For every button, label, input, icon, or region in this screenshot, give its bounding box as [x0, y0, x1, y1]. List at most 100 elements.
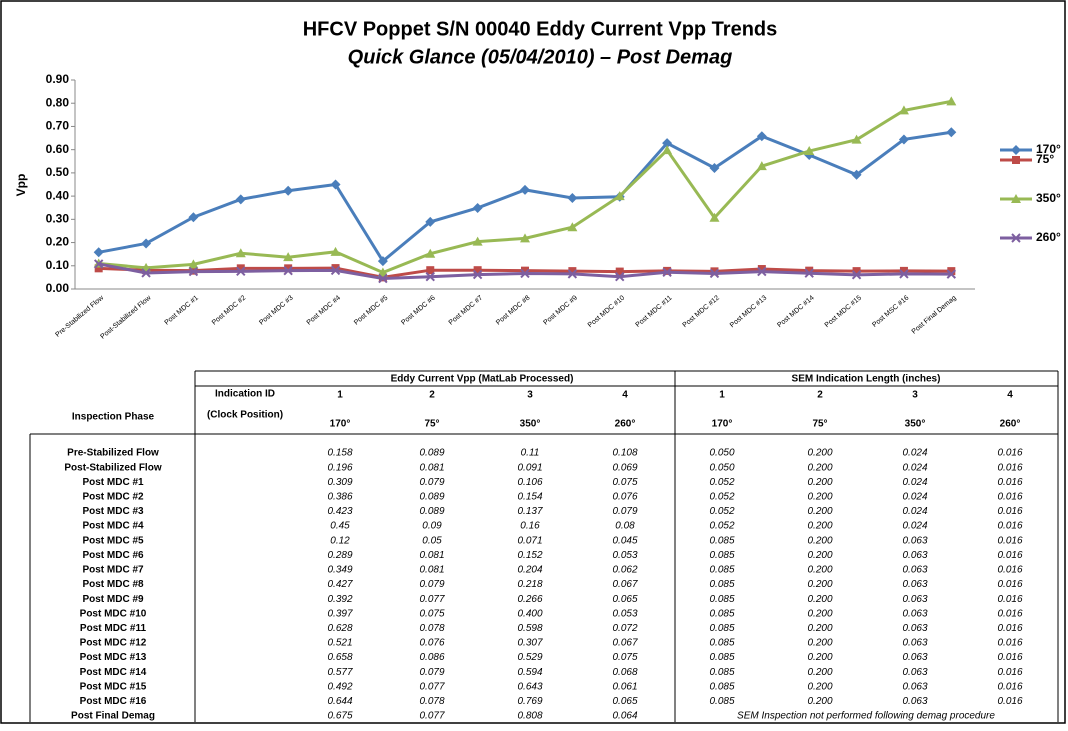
data-point: [899, 269, 909, 279]
data-point: [141, 268, 151, 278]
data-point: [662, 145, 673, 155]
data-point: [283, 252, 294, 262]
cell: 0.200: [807, 550, 832, 561]
cell: 0.644: [327, 696, 352, 707]
cell: 0.063: [902, 550, 927, 561]
phase-name: Post MDC #11: [80, 623, 147, 634]
data-point: [284, 264, 293, 273]
cell: 0.061: [612, 681, 637, 692]
cell: 0.309: [327, 477, 352, 488]
cell: 0.200: [807, 696, 832, 707]
cell: 0.053: [612, 550, 637, 561]
note: SEM Inspection not performed following d…: [737, 711, 995, 722]
data-point: [235, 248, 246, 258]
legend-marker: [1011, 233, 1021, 243]
cell: 0.016: [997, 623, 1022, 634]
cell: 0.081: [419, 565, 444, 576]
cell: 0.063: [902, 696, 927, 707]
group-header: SEM Indication Length (inches): [792, 374, 941, 385]
cell: 0.016: [997, 477, 1022, 488]
cell: 0.016: [997, 608, 1022, 619]
cell: 0.307: [517, 638, 542, 649]
cell: 0.016: [997, 579, 1022, 590]
data-point: [567, 222, 578, 232]
cell: 0.085: [709, 667, 734, 678]
phase-name: Post MDC #14: [80, 667, 147, 678]
cell: 0.423: [327, 506, 352, 517]
cell: 0.067: [612, 579, 637, 590]
cell: 0.079: [612, 506, 637, 517]
indication-id: 4: [1007, 390, 1013, 401]
data-point: [615, 271, 625, 282]
indication-id: 2: [817, 390, 823, 401]
cell: 0.069: [612, 462, 637, 473]
cell: 0.077: [419, 711, 444, 722]
cell: 0.065: [612, 696, 637, 707]
clock-position: 170°: [330, 419, 351, 430]
cell: 0.200: [807, 506, 832, 517]
data-point: [330, 246, 341, 256]
legend-marker: [1012, 156, 1020, 164]
cell: 0.11: [521, 448, 540, 459]
indication-id: 1: [719, 390, 725, 401]
data-point: [520, 184, 530, 195]
cell: 0.349: [327, 565, 352, 576]
data-point: [93, 247, 104, 258]
data-point: [330, 265, 341, 276]
cell: 0.050: [709, 448, 734, 459]
cell: 0.077: [419, 681, 444, 692]
phase-name: Pre-Stabilized Flow: [67, 448, 159, 459]
cell: 0.024: [902, 477, 927, 488]
cell: 0.400: [517, 608, 542, 619]
cell: 0.052: [709, 506, 734, 517]
cell: 0.769: [517, 696, 542, 707]
phase-name: Post MDC #1: [82, 477, 144, 488]
y-tick-label: 0.30: [46, 212, 70, 226]
cell: 0.266: [517, 594, 542, 605]
cell: 0.016: [997, 652, 1022, 663]
cell: 0.397: [327, 608, 352, 619]
cell: 0.200: [807, 608, 832, 619]
cell: 0.200: [807, 491, 832, 502]
cell: 0.08: [615, 521, 635, 532]
phase-name: Post MDC #13: [80, 652, 147, 663]
cell: 0.529: [517, 652, 542, 663]
clock-position: 75°: [424, 419, 439, 430]
data-point: [377, 256, 388, 267]
data-point: [473, 266, 482, 275]
phase-name: Post MDC #10: [80, 608, 147, 619]
cell: 0.106: [517, 477, 542, 488]
cell: 0.200: [807, 448, 832, 459]
group-header: Eddy Current Vpp (MatLab Processed): [391, 374, 574, 385]
data-point: [614, 191, 625, 201]
cell: 0.016: [997, 594, 1022, 605]
data-point: [236, 266, 246, 277]
cell: 0.063: [902, 594, 927, 605]
cell: 0.063: [902, 535, 927, 546]
cell: 0.200: [807, 652, 832, 663]
indication-id: 2: [429, 390, 435, 401]
cell: 0.108: [612, 448, 637, 459]
phase-name: Post MDC #15: [80, 681, 147, 692]
phase-name: Post MDC #6: [82, 550, 144, 561]
cell: 0.016: [997, 696, 1022, 707]
cell: 0.577: [327, 667, 352, 678]
phase-name: Post MDC #5: [82, 535, 144, 546]
cell: 0.079: [419, 579, 444, 590]
phase-label: Inspection Phase: [72, 412, 155, 423]
cell: 0.076: [612, 491, 637, 502]
cell: 0.016: [997, 565, 1022, 576]
cell: 0.658: [327, 652, 352, 663]
data-point: [426, 266, 435, 275]
cell: 0.052: [709, 491, 734, 502]
data-point: [93, 259, 104, 269]
phase-name: Post MDC #7: [82, 565, 144, 576]
cell: 0.072: [612, 623, 637, 634]
cell: 0.598: [517, 623, 542, 634]
cell: 0.200: [807, 623, 832, 634]
cell: 0.064: [612, 711, 637, 722]
data-point: [851, 270, 862, 280]
y-tick-label: 0.60: [46, 142, 70, 156]
cell: 0.063: [902, 652, 927, 663]
